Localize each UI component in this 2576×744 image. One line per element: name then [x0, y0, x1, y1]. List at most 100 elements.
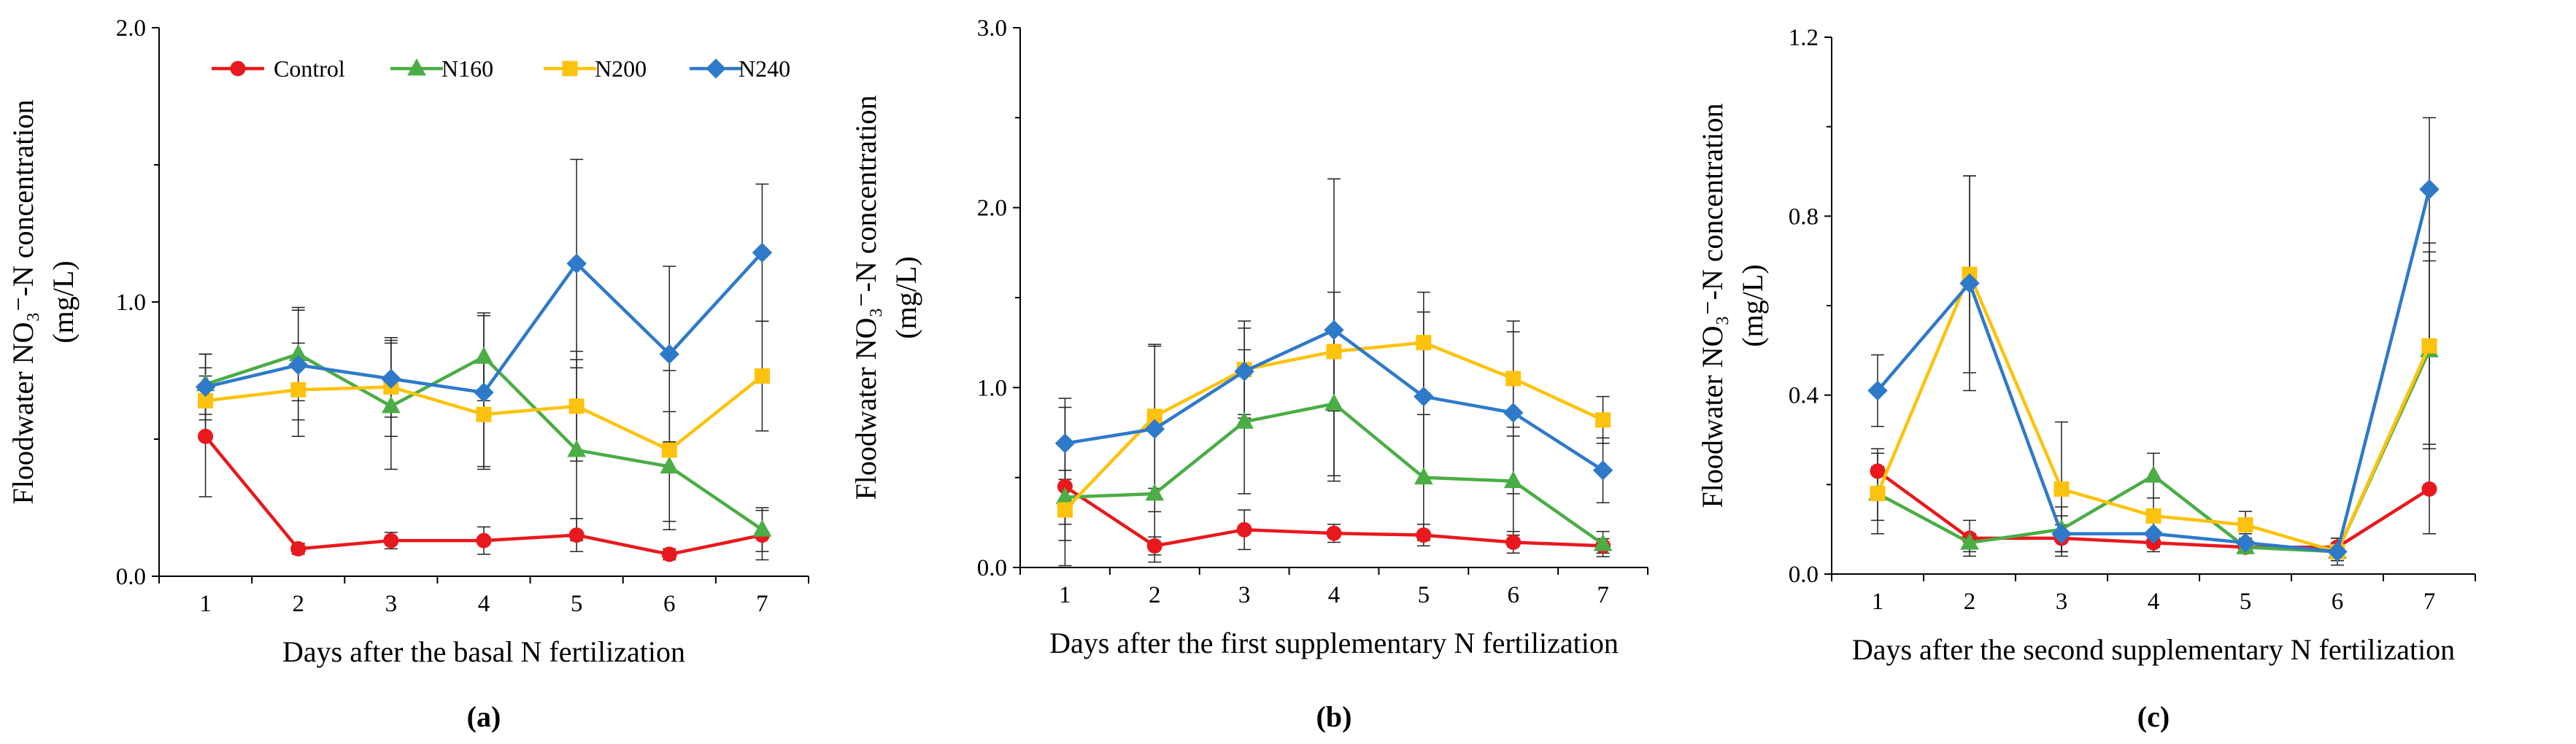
- data-point-N200: [1326, 344, 1342, 360]
- data-point-N200: [1870, 486, 1886, 502]
- data-point-N200: [2237, 517, 2253, 533]
- data-point-N160: [1414, 467, 1433, 485]
- y-tick-label: 1.0: [116, 290, 146, 316]
- data-point-Control: [568, 527, 585, 543]
- data-point-N240: [1144, 419, 1165, 439]
- data-point-Control: [1146, 538, 1162, 554]
- data-point-N160: [1593, 533, 1613, 551]
- y-axis-title: Floodwater NO₃⁻-N concentration: [1696, 104, 1729, 508]
- data-point-Control: [198, 428, 214, 444]
- x-axis-title: Days after the basal N fertilization: [282, 635, 685, 668]
- data-point-Control: [383, 532, 399, 549]
- data-point-N240: [752, 242, 773, 263]
- panel-label: (c): [2137, 700, 2170, 733]
- data-point-N240: [1414, 386, 1434, 407]
- legend-marker-N240: [706, 58, 726, 79]
- data-point-N240: [1324, 319, 1344, 341]
- panel-label: (b): [1316, 700, 1352, 733]
- data-point-N200: [661, 442, 677, 458]
- x-tick-label: 1: [1872, 589, 1884, 615]
- data-point-N240: [1234, 361, 1254, 381]
- x-tick-label: 4: [1328, 582, 1341, 608]
- data-point-N160: [1145, 483, 1165, 501]
- x-tick-label: 2: [1964, 589, 1976, 615]
- x-tick-label: 6: [2332, 589, 2344, 615]
- x-tick-label: 5: [1418, 582, 1430, 608]
- y-axis-unit: (mg/L): [47, 260, 80, 343]
- legend-marker-N160: [407, 58, 426, 76]
- data-point-N160: [382, 395, 401, 414]
- data-point-N200: [1057, 502, 1073, 518]
- data-point-N240: [566, 253, 587, 274]
- data-point-N240: [1054, 433, 1076, 454]
- y-tick-label: 1.2: [1789, 25, 1819, 51]
- panel-label: (a): [467, 700, 501, 733]
- data-point-N240: [288, 354, 309, 376]
- y-axis-title: Floodwater NO₃⁻-N concentration: [849, 96, 882, 500]
- x-tick-label: 3: [385, 591, 398, 617]
- data-point-N160: [1235, 411, 1254, 429]
- x-tick-label: 1: [199, 591, 212, 617]
- data-point-N200: [754, 368, 770, 384]
- x-tick-label: 2: [292, 591, 304, 617]
- data-point-N160: [1960, 532, 1979, 550]
- x-tick-label: 5: [2240, 589, 2252, 615]
- data-point-N160: [2144, 465, 2163, 483]
- y-tick-label: 0.0: [1789, 562, 1819, 588]
- x-axis-title: Days after the first supplementary N fer…: [1049, 627, 1619, 659]
- y-tick-label: 2.0: [116, 15, 146, 42]
- data-point-N240: [2051, 524, 2072, 544]
- data-point-Control: [1870, 463, 1886, 479]
- data-point-Control: [661, 546, 677, 562]
- chart-panel-1: 0.0 1.0 2.0 1 2 3 4 5 6 7 Days after the basal N f…: [7, 15, 809, 733]
- data-point-N160: [567, 439, 586, 457]
- legend-marker-N200: [562, 61, 578, 77]
- x-tick-label: 3: [1238, 582, 1251, 608]
- data-point-N200: [2145, 508, 2162, 524]
- x-tick-label: 6: [663, 591, 676, 617]
- y-tick-label: 3.0: [977, 15, 1007, 42]
- x-tick-label: 4: [2148, 589, 2160, 615]
- y-axis-unit: (mg/L): [890, 256, 922, 338]
- data-point-N160: [752, 519, 772, 537]
- y-tick-label: 0.4: [1789, 383, 1819, 409]
- data-point-N200: [2421, 338, 2437, 354]
- data-point-Control: [1236, 522, 1252, 538]
- data-point-N240: [1503, 403, 1524, 423]
- data-point-N240: [2327, 541, 2348, 562]
- data-point-N240: [659, 344, 679, 365]
- y-tick-label: 2.0: [977, 195, 1007, 222]
- chart-panel-3: 0.0 0.4 0.8 1.2 1 2 3 4 5 6 7 Days after the second…: [1696, 25, 2476, 733]
- data-point-N200: [1595, 412, 1611, 428]
- data-point-N200: [568, 398, 585, 414]
- data-point-N200: [290, 381, 306, 398]
- legend-label-Control: Control: [274, 55, 345, 82]
- x-tick-label: 7: [1597, 582, 1609, 608]
- data-point-Control: [476, 532, 492, 549]
- data-point-N240: [381, 368, 401, 389]
- data-point-N240: [195, 376, 216, 398]
- data-point-N200: [476, 406, 492, 422]
- data-point-N240: [2143, 524, 2164, 544]
- data-point-Control: [1326, 525, 1342, 541]
- x-tick-label: 6: [1507, 582, 1519, 608]
- y-tick-label: 0.0: [116, 564, 146, 590]
- data-point-N240: [2235, 532, 2256, 553]
- legend-label-N160: N160: [441, 55, 493, 82]
- legend: Control N160 N200 N240: [212, 55, 790, 82]
- y-tick-label: 0.8: [1789, 204, 1819, 230]
- data-point-Control: [2421, 481, 2437, 497]
- data-point-N160: [1324, 393, 1343, 411]
- data-point-Control: [1416, 527, 1432, 543]
- data-point-Control: [290, 540, 306, 557]
- x-tick-label: 7: [756, 591, 768, 617]
- data-point-N240: [2419, 179, 2440, 200]
- chart-panel-2: 0.0 1.0 2.0 3.0 1 2 3 4 5 6 7 Days after the first …: [849, 15, 1648, 733]
- y-axis-unit: (mg/L): [1736, 264, 1769, 346]
- legend-marker-Control: [230, 61, 246, 77]
- data-point-Control: [1505, 534, 1522, 550]
- legend-label-N200: N200: [595, 55, 647, 82]
- y-axis-title: Floodwater NO₃⁻-N concentration: [7, 100, 39, 505]
- data-point-N200: [1416, 335, 1432, 351]
